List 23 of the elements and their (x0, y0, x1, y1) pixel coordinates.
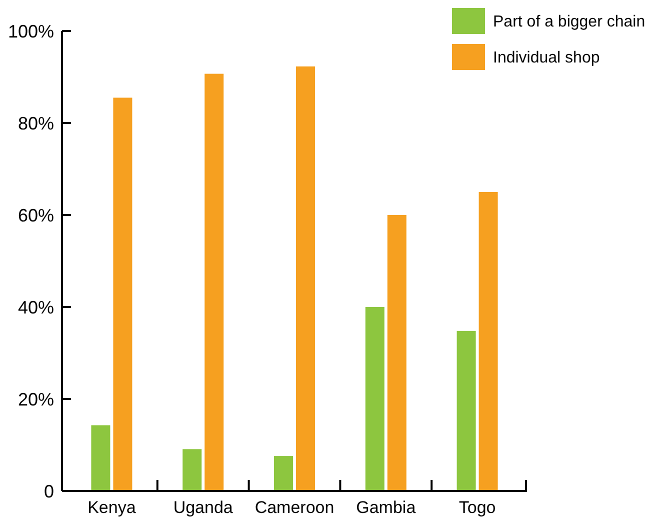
legend-label: Individual shop (493, 50, 600, 67)
y-tick-label: 100% (8, 21, 54, 42)
bar (274, 456, 293, 491)
bar (456, 330, 476, 491)
x-tick-label: Uganda (173, 498, 234, 517)
x-tick-label: Togo (458, 498, 496, 517)
bar (204, 74, 224, 491)
y-tick-label: 80% (18, 113, 54, 134)
y-tick-label: 0 (44, 481, 54, 502)
y-tick-label: 40% (18, 297, 54, 318)
x-tick-label: Kenya (88, 498, 136, 517)
bar (296, 66, 315, 491)
y-tick-label: 60% (18, 205, 54, 226)
bar (365, 307, 384, 491)
y-tick-label: 20% (18, 389, 54, 410)
bar (113, 98, 132, 491)
x-tick-label: Cameroon (254, 498, 334, 517)
bar (478, 192, 498, 491)
legend-label: Part of a bigger chain (493, 14, 646, 31)
bar (91, 425, 110, 491)
bar (182, 449, 202, 491)
bar (387, 215, 406, 491)
x-tick-label: Gambia (356, 498, 416, 517)
